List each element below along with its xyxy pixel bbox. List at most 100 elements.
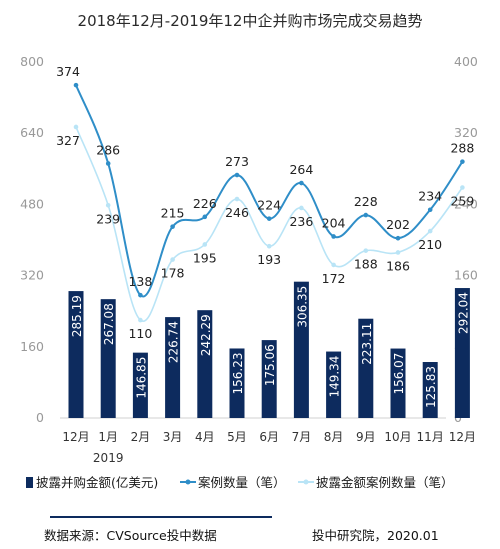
bar-value-label: 292.04 (456, 292, 470, 334)
bar (326, 351, 342, 418)
x-tick-label: 9月 (356, 430, 376, 444)
series-line (75, 84, 464, 298)
series-point (234, 196, 240, 202)
x-tick-label: 12月 (62, 430, 89, 444)
footer-credit: 投中研究院，2020.01 (312, 528, 439, 543)
y-right-tick-label: 160 (454, 268, 478, 283)
point-value-label: 210 (418, 237, 442, 252)
x-tick-label: 5月 (227, 430, 247, 444)
series-point (460, 185, 465, 190)
series-point (138, 317, 143, 323)
series-point (395, 250, 401, 255)
bar-value-label: 285.19 (70, 295, 84, 337)
x-year-label: 2019 (93, 451, 124, 465)
series-point (395, 235, 401, 241)
legend-swatch-bar (26, 477, 33, 488)
y-right-tick-label: 240 (454, 196, 478, 211)
bar (422, 362, 438, 418)
series-point (170, 257, 175, 262)
series-point (460, 159, 465, 164)
legend-swatch-cases-dot (185, 479, 191, 485)
x-tick-label: 6月 (259, 430, 279, 444)
point-value-label: 193 (257, 252, 281, 267)
point-value-label: 259 (450, 193, 474, 208)
y-left-tick-label: 480 (20, 196, 44, 211)
point-value-label: 273 (225, 154, 249, 169)
bar-value-label: 156.07 (392, 353, 406, 395)
series-point (331, 262, 336, 268)
x-tick-label: 4月 (195, 430, 215, 444)
y-right-tick-label: 400 (454, 54, 478, 69)
series-point (331, 234, 336, 239)
point-value-label: 234 (418, 189, 442, 204)
x-tick-label: 3月 (163, 430, 183, 444)
point-value-label: 110 (128, 326, 152, 341)
point-value-label: 178 (161, 266, 185, 281)
point-value-label: 264 (289, 162, 313, 177)
series-point (170, 224, 175, 229)
footer-divider (50, 516, 272, 518)
bar-value-label: 156.23 (231, 352, 245, 394)
y-left-tick-label: 160 (20, 339, 44, 354)
footer-source: 数据来源：CVSource投中数据 (44, 528, 217, 543)
point-value-label: 215 (161, 206, 185, 221)
series-point (73, 124, 79, 130)
x-tick-label: 12月 (449, 430, 476, 444)
series-point (266, 216, 272, 221)
point-value-label: 224 (257, 198, 281, 213)
point-value-label: 188 (354, 257, 378, 272)
point-value-label: 202 (386, 217, 410, 232)
bar-value-label: 267.08 (102, 303, 116, 345)
point-value-label: 236 (289, 214, 313, 229)
y-left-tick-label: 800 (20, 54, 44, 69)
line-labels-disclosed-cases: 327 239 110 178 195 246 193 236 172 188 186 210 259 (56, 133, 474, 341)
line-labels-cases: 374 286 138 215 226 273 224 264 204 228 202 234 288 (56, 64, 474, 289)
chart-title: 2018年12月-2019年12中企并购市场完成交易趋势 (77, 12, 423, 30)
bar-value-label: 146.85 (134, 357, 148, 399)
legend-label-bar: 披露并购金额(亿美元) (36, 475, 158, 490)
bar-value-label: 306.35 (295, 286, 309, 328)
series-point (363, 248, 369, 253)
point-value-label: 374 (56, 64, 80, 79)
x-tick-label: 7月 (292, 430, 312, 444)
bar (293, 281, 309, 418)
series-point (299, 205, 304, 211)
line-series-disclosed-cases (73, 124, 465, 323)
x-tick-label: 1月 (98, 430, 118, 444)
bar-labels: 285.19 267.08 146.85 226.74 242.29 156.23 175.… (70, 286, 470, 408)
series-point (427, 228, 433, 234)
bar (229, 348, 245, 418)
bar (165, 317, 181, 418)
point-value-label: 172 (322, 271, 346, 286)
bar-value-label: 125.83 (424, 366, 438, 408)
series-point (105, 202, 111, 208)
point-value-label: 186 (386, 258, 410, 273)
y-axis-left: 0 160 320 480 640 800 (20, 54, 44, 425)
point-value-label: 195 (193, 250, 217, 265)
point-value-label: 246 (225, 205, 249, 220)
series-point (202, 242, 208, 247)
bar-value-label: 149.34 (328, 356, 342, 398)
legend-swatch-disclosed-dot (303, 479, 309, 485)
point-value-label: 286 (96, 142, 120, 157)
series-point (234, 172, 240, 178)
bar-value-label: 242.29 (199, 314, 213, 356)
bar-value-label: 175.06 (263, 344, 277, 386)
point-value-label: 239 (96, 211, 120, 226)
series-point (363, 212, 369, 218)
bar (261, 340, 277, 418)
bar (197, 310, 213, 418)
y-right-tick-label: 320 (454, 125, 478, 140)
bar (454, 288, 470, 418)
bar-value-label: 223.11 (360, 323, 374, 365)
bar-series (68, 281, 470, 418)
x-tick-label: 10月 (384, 430, 411, 444)
point-value-label: 288 (450, 141, 474, 156)
line-series-cases (73, 82, 465, 298)
series-point (73, 82, 79, 88)
bar-value-label: 226.74 (167, 321, 181, 363)
y-left-tick-label: 640 (20, 125, 44, 140)
point-value-label: 226 (193, 196, 217, 211)
bar (390, 348, 406, 418)
